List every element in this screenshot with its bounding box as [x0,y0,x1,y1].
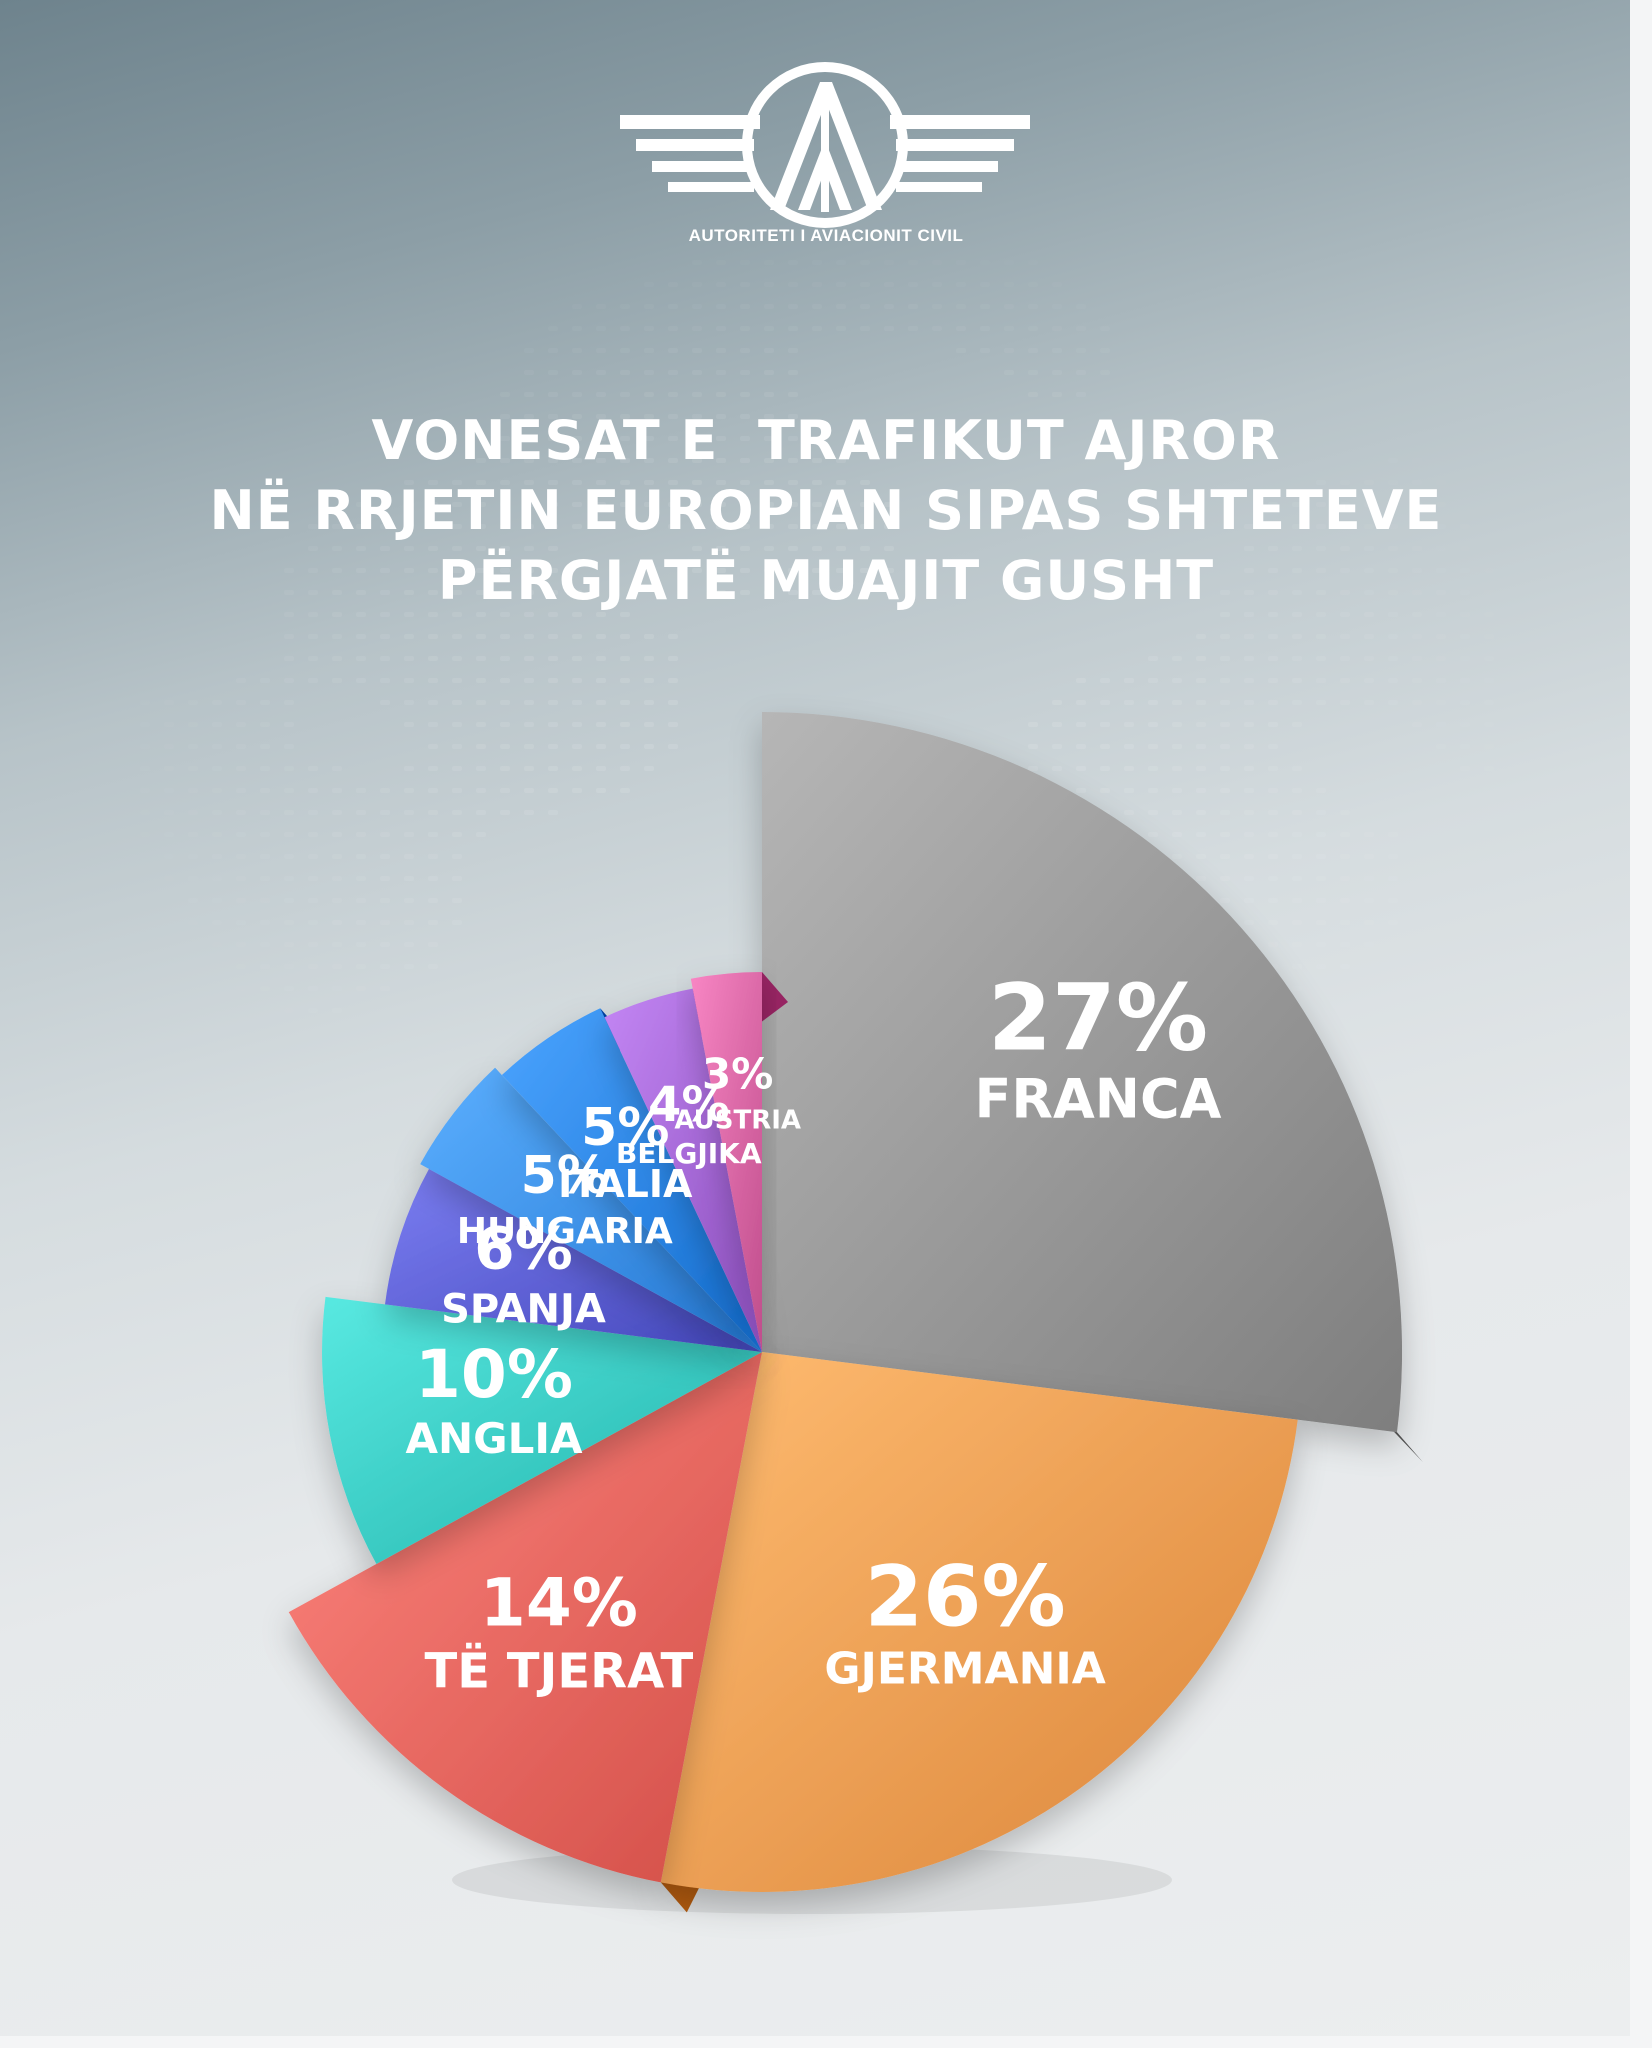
slice-value-label: 26% [865,1548,1066,1646]
slice-category-label: BELGJIKA [616,1137,762,1170]
slice-value-label: 27% [988,965,1208,1072]
slice-value-label: 5% [581,1098,669,1158]
aviation-authority-logo [620,62,1030,228]
slice-category-label: ANGLIA [405,1414,583,1463]
slice-value-label: 5% [521,1146,609,1206]
slice-category-label: FRANCA [975,1068,1222,1131]
pie-slice-franca [762,712,1403,1433]
pie-labels: 27%FRANCA 26%GJERMANIA 14%TË TJERAT 10%ANGL… [405,965,1221,1700]
slice-category-label: TË TJERAT [425,1643,694,1700]
slice-value-label: 6% [474,1215,572,1283]
pie-slice-austria [690,971,762,1352]
slice-category-label: HUNGARIA [457,1211,673,1252]
pie-slices [288,712,1423,1913]
pie-slice-belgjika [604,988,762,1352]
emblem-circle-icon [742,62,908,228]
pie-slice-hungaria [420,1067,762,1352]
slice-fold-franca [1312,1346,1423,1463]
pie-slice-italia [501,1008,762,1352]
slice-category-label: GJERMANIA [824,1644,1106,1695]
slice-value-label: 10% [415,1336,573,1413]
slice-value-label: 3% [702,1050,773,1099]
slice-fold-austria [757,972,788,1026]
title-line-2: NË RRJETIN EUROPIAN SIPAS SHTETEVE [209,479,1443,542]
pie-slice-gjermania [660,1352,1298,1892]
slice-category-label: ITALIA [558,1162,693,1206]
right-wing-icon [890,115,1030,192]
page-title: VONESAT E TRAFIKUT AJROR NË RRJETIN EURO… [0,406,1652,616]
right-margin [1630,0,1652,2048]
title-line-1: VONESAT E TRAFIKUT AJROR [371,409,1281,472]
slice-category-label: SPANJA [441,1287,606,1333]
pie-slice-të-tjerat [288,1352,762,1883]
slice-value-label: 4% [648,1077,730,1133]
bottom-margin [0,2036,1652,2048]
left-wing-icon [620,115,760,192]
logo-caption: AUTORITETI I AVIACIONIT CIVIL [688,226,964,245]
pie-slice-spanja [385,1168,762,1352]
pie-slice-anglia [322,1296,762,1564]
title-line-3: PËRGJATË MUAJIT GUSHT [437,549,1215,612]
slice-category-label: AUSTRIA [674,1106,801,1136]
slice-value-label: 14% [480,1565,638,1642]
